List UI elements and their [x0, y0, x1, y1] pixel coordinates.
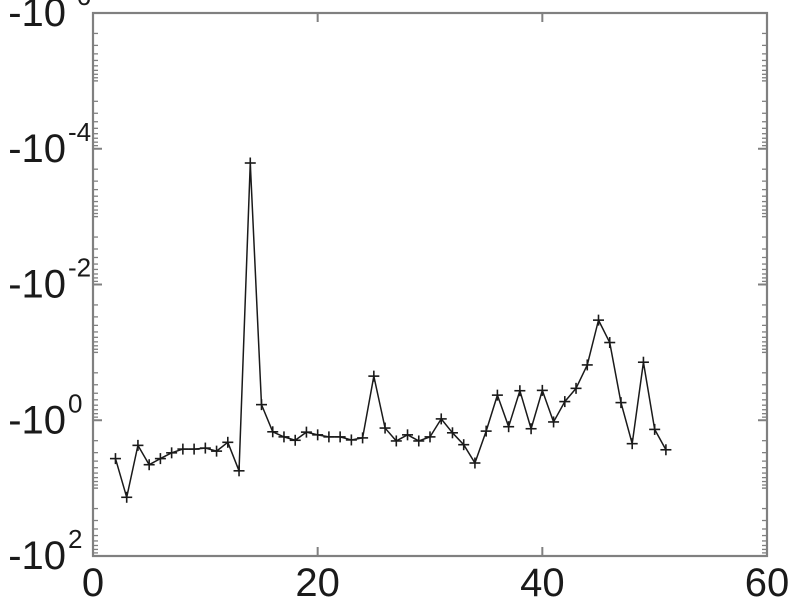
data-point-marker [649, 423, 661, 435]
data-point-marker [177, 443, 189, 455]
data-point-marker [334, 431, 346, 443]
y-tick-label-base: -10 [8, 0, 66, 35]
data-point-marker [604, 337, 616, 349]
data-point-marker [323, 431, 335, 443]
y-tick-label: -10 -4 [8, 117, 91, 171]
x-tick-label: 20 [295, 561, 340, 600]
data-point-marker [222, 436, 234, 448]
data-point-marker [424, 431, 436, 443]
data-point-marker [660, 444, 672, 456]
x-tick-label: 40 [520, 561, 565, 600]
data-point-marker [615, 397, 627, 409]
data-point-marker [379, 422, 391, 434]
y-tick-label: -10 2 [8, 524, 82, 578]
data-point-marker [121, 491, 133, 503]
y-axis-ticks [93, 12, 767, 557]
data-point-marker [402, 429, 414, 441]
y-tick-label-base: -10 [8, 398, 66, 442]
y-tick-label: -10 0 [8, 388, 82, 442]
data-point-marker [312, 429, 324, 441]
data-point-marker [357, 432, 369, 444]
data-point-marker [446, 427, 458, 439]
data-point-marker [548, 416, 560, 428]
data-point-marker [154, 453, 166, 465]
y-tick-label-exponent: -4 [68, 117, 91, 147]
data-point-marker [559, 396, 571, 408]
y-tick-label-exponent: 0 [68, 388, 82, 418]
x-axis-ticks [92, 13, 768, 556]
y-axis-tick-labels: -10-6-10-4-10-2-100-102 [8, 0, 91, 578]
data-point-marker [390, 435, 402, 447]
data-point-marker [525, 423, 537, 435]
data-point-marker [132, 439, 144, 451]
y-tick-label-base: -10 [8, 534, 66, 578]
data-point-marker [593, 314, 604, 326]
data-point-marker [289, 434, 301, 446]
data-point-marker [233, 465, 245, 477]
x-tick-label: 60 [745, 561, 789, 600]
y-tick-label-exponent: -2 [68, 253, 91, 283]
y-tick-label-base: -10 [8, 263, 66, 307]
x-axis-tick-labels: 0 20 40 60 [82, 561, 789, 600]
data-point-marker [435, 413, 447, 425]
y-tick-label-exponent: -6 [68, 0, 91, 11]
data-point-marker [199, 442, 211, 454]
data-point-marker [536, 384, 548, 396]
data-series-markers [109, 157, 672, 503]
data-point-marker [413, 435, 425, 447]
data-point-marker [458, 439, 470, 451]
data-point-marker [345, 434, 357, 446]
data-point-marker [570, 382, 582, 394]
data-point-marker [514, 385, 526, 397]
data-point-marker [480, 425, 492, 437]
data-point-marker [143, 459, 155, 471]
data-point-marker [244, 157, 256, 169]
data-point-marker [626, 438, 638, 450]
data-point-marker [491, 389, 503, 401]
data-point-marker [188, 443, 200, 455]
data-point-marker [637, 356, 649, 368]
y-tick-label: -10 -2 [8, 253, 91, 307]
data-point-marker [278, 431, 290, 443]
data-point-marker [503, 421, 515, 433]
y-tick-label: -10-6 [8, 0, 91, 35]
data-point-marker [581, 359, 593, 371]
data-point-marker [300, 426, 312, 438]
data-point-marker [211, 445, 223, 457]
y-tick-label-base: -10 [8, 127, 66, 171]
data-point-marker [109, 453, 121, 465]
data-point-marker [256, 399, 267, 411]
data-point-marker [368, 370, 380, 382]
y-tick-label-exponent: 2 [68, 524, 82, 554]
data-point-marker [166, 447, 178, 459]
x-tick-label: 0 [82, 561, 104, 600]
data-point-marker [469, 457, 481, 469]
data-point-marker [267, 426, 279, 438]
